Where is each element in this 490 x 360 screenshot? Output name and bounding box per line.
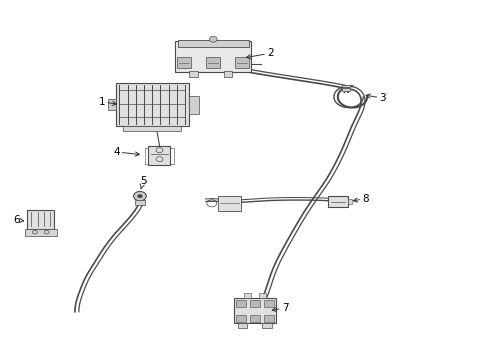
Text: 6: 6 (13, 215, 24, 225)
Text: 3: 3 (366, 93, 386, 103)
Text: 8: 8 (353, 194, 369, 203)
Bar (206, 57, 220, 68)
Bar (259, 293, 266, 298)
Text: 2: 2 (246, 48, 273, 59)
Bar (178, 40, 248, 48)
Bar (116, 83, 189, 126)
Bar (236, 57, 249, 68)
Circle shape (209, 36, 217, 42)
Bar (234, 298, 275, 323)
Bar (108, 99, 116, 110)
Bar (189, 71, 198, 77)
Bar (175, 41, 251, 72)
Bar (27, 210, 54, 229)
Bar (123, 126, 181, 131)
Circle shape (134, 192, 147, 201)
Bar (171, 148, 174, 164)
Bar (236, 300, 245, 307)
Circle shape (138, 194, 143, 198)
Bar (177, 57, 191, 68)
Bar (262, 323, 272, 328)
Bar (342, 88, 349, 91)
Text: 5: 5 (140, 176, 147, 189)
Bar (145, 148, 148, 164)
Bar (250, 315, 260, 322)
Bar (223, 71, 232, 77)
Bar (218, 196, 241, 211)
Bar (25, 229, 57, 236)
Bar (236, 315, 245, 322)
Bar (244, 293, 251, 298)
Bar (238, 323, 247, 328)
Bar (250, 300, 260, 307)
Text: 1: 1 (98, 97, 117, 107)
Text: 4: 4 (113, 147, 140, 157)
Bar (189, 96, 198, 114)
Text: 7: 7 (272, 303, 288, 313)
Bar (264, 300, 273, 307)
Bar (135, 200, 145, 205)
Bar (342, 85, 349, 87)
Bar (347, 199, 352, 204)
Bar (264, 315, 273, 322)
Bar (148, 146, 171, 166)
Bar (328, 196, 347, 207)
